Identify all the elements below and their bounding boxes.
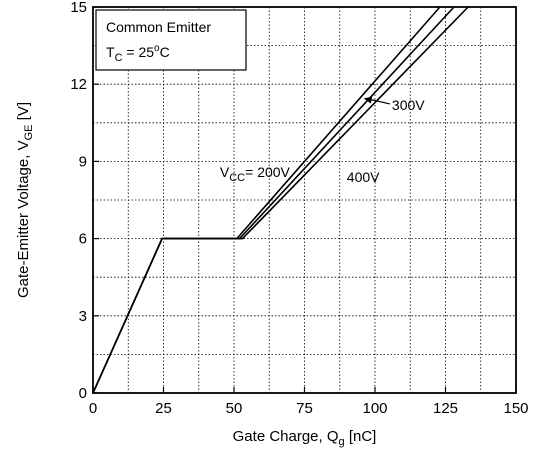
legend-line-2: TC = 25oC xyxy=(106,43,170,64)
x-tick-label: 100 xyxy=(362,400,387,417)
annotation-300v-arrow xyxy=(369,98,391,105)
plot-frame xyxy=(92,6,517,394)
x-tick-label: 25 xyxy=(155,400,172,417)
y-axis-label: Gate-Emitter Voltage, VGE [V] xyxy=(15,102,35,298)
y-tick-labels: 0 3 6 9 12 15 xyxy=(70,0,87,402)
y-axis-label-unit: [V] xyxy=(15,102,32,125)
y-tick-label: 9 xyxy=(79,153,87,170)
x-axis-label-main: Gate Charge, Q xyxy=(233,428,339,445)
y-tick-label: 6 xyxy=(79,231,87,248)
y-tick-label: 0 xyxy=(79,385,87,402)
annotation-vcc-sub: CC xyxy=(229,172,245,184)
legend-t-sub: C xyxy=(115,52,123,64)
x-axis-label-unit: [nC] xyxy=(345,428,377,445)
x-axis-label: Gate Charge, Qg [nC] xyxy=(233,428,377,448)
x-tick-label: 0 xyxy=(89,400,97,417)
legend-line-1: Common Emitter xyxy=(106,19,211,35)
annotation-400v: 400V xyxy=(347,169,380,185)
annotation-vcc-v: V xyxy=(220,164,230,180)
x-tick-label: 75 xyxy=(296,400,313,417)
y-tick-label: 15 xyxy=(70,0,87,16)
x-tick-labels: 0 25 50 75 100 125 150 xyxy=(89,400,529,417)
x-axis-label-sub: g xyxy=(339,436,345,448)
y-tick-label: 3 xyxy=(79,308,87,325)
legend-unit: C xyxy=(160,44,170,60)
annotation-vcc-value: = 200V xyxy=(245,164,290,180)
annotation-vcc-200v: VCC= 200V xyxy=(220,164,291,184)
legend-t: T xyxy=(106,44,115,60)
x-tick-label: 50 xyxy=(226,400,243,417)
y-axis-label-main: Gate-Emitter Voltage, V xyxy=(15,140,32,298)
legend-eq: = 25 xyxy=(123,44,155,60)
x-tick-label: 125 xyxy=(433,400,458,417)
legend-box: Common Emitter TC = 25oC xyxy=(95,9,247,71)
legend-degree: o xyxy=(154,43,160,54)
series-line-3 xyxy=(92,6,469,394)
x-tick-label: 150 xyxy=(503,400,528,417)
annotation-300v: 300V xyxy=(392,97,425,113)
annotation-300v-arrowhead xyxy=(363,96,373,104)
y-axis-label-sub: GE xyxy=(23,125,35,141)
series-group xyxy=(92,6,469,394)
y-tick-label: 12 xyxy=(70,76,87,93)
